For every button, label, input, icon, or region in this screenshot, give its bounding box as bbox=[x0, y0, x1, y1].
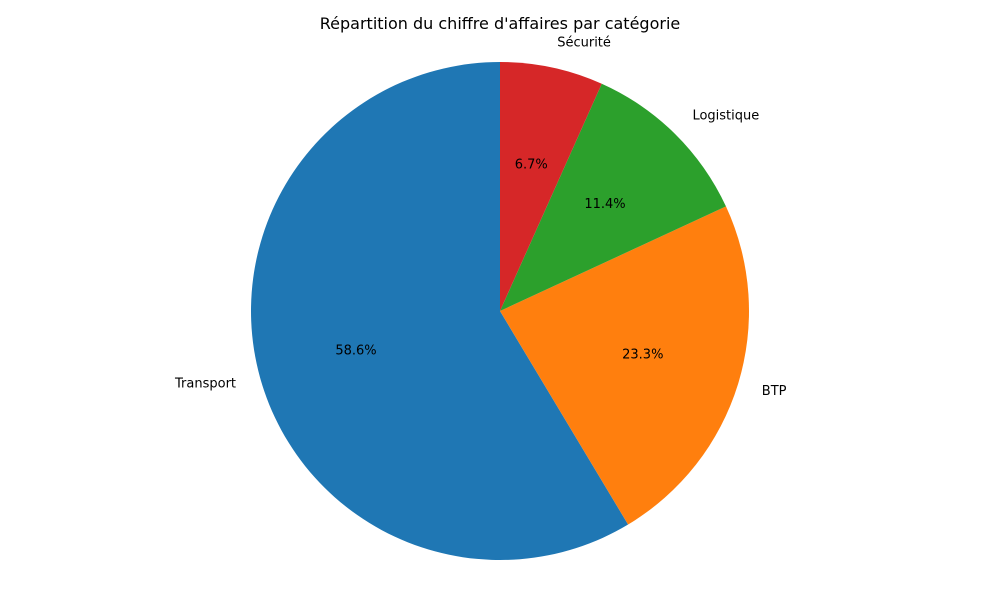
pie-slice-btp bbox=[500, 206, 749, 525]
chart-title: Répartition du chiffre d'affaires par ca… bbox=[319, 14, 681, 33]
percent-label: 11.4% bbox=[584, 197, 625, 212]
pie-slice-securite bbox=[500, 62, 602, 311]
pie-slice-transport bbox=[250, 62, 629, 560]
category-label: Sécurité bbox=[557, 36, 611, 51]
percent-label: 6.7% bbox=[515, 157, 548, 172]
percent-label: 23.3% bbox=[622, 347, 663, 362]
category-label: BTP bbox=[762, 384, 787, 399]
category-label: Logistique bbox=[692, 109, 759, 124]
pie-slice-logistique bbox=[500, 83, 726, 311]
category-label: Transport bbox=[174, 377, 236, 392]
percent-label: 58.6% bbox=[335, 343, 376, 358]
